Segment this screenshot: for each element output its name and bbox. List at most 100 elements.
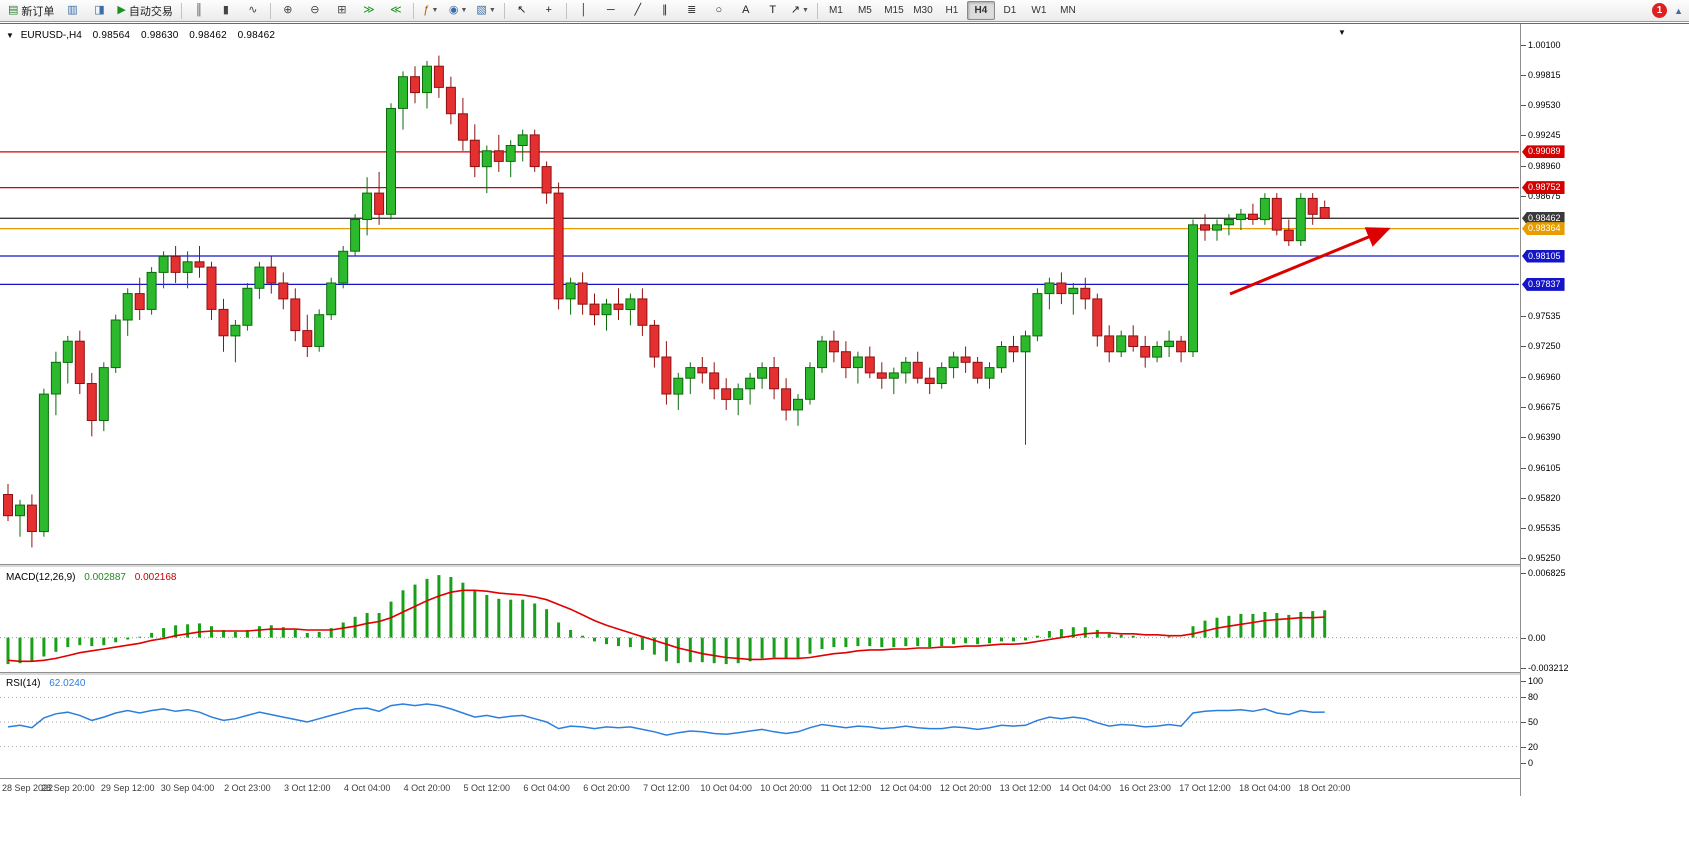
new-order-button[interactable]: ▤ 新订单 [4, 1, 58, 21]
price-tag-0.98364[interactable]: 0.98364 [1522, 222, 1565, 236]
shapes-button[interactable]: ○ [706, 1, 732, 21]
timeframe-m1-button[interactable]: M1 [828, 5, 843, 16]
price-tag-0.98105[interactable]: 0.98105 [1522, 249, 1565, 263]
time-label: 11 Oct 12:00 [820, 783, 872, 793]
profiles-button[interactable]: ◨ [86, 1, 112, 21]
candle [1247, 213, 1258, 220]
price-tag-0.98752[interactable]: 0.98752 [1522, 181, 1565, 195]
timeframe-h1-button[interactable]: H1 [945, 5, 959, 16]
price-scale[interactable]: 1.00100 0.99815 0.99530 0.99245 0.98960 0.986… [1521, 24, 1689, 859]
macd-tick-label: -0.003212 [1528, 663, 1569, 673]
timeframe-mn-button[interactable]: MN [1060, 5, 1076, 16]
templates-button[interactable]: ▧ ▼ [472, 1, 499, 21]
text-button[interactable]: A [733, 1, 759, 21]
candle [194, 261, 205, 268]
text-icon: A [742, 4, 750, 16]
scale-tick [1521, 573, 1526, 574]
macd-signal-line [7, 589, 1325, 663]
candle [314, 314, 325, 347]
indicators-button[interactable]: ƒ ▼ [418, 1, 444, 21]
time-axis[interactable]: 28 Sep 2022 28 Sep 20:00 29 Sep 12:00 30 Se… [0, 780, 1520, 797]
candle [984, 367, 995, 379]
timeframe-d1-button[interactable]: D1 [1003, 5, 1017, 16]
candlestick-chart-button[interactable]: ▮ [213, 1, 239, 21]
arrows-button[interactable]: ↗ ▼ [787, 1, 813, 21]
candle [158, 256, 169, 273]
periods-button[interactable]: ◉ ▼ [445, 1, 472, 21]
open-value: 0.98564 [92, 30, 131, 41]
candle [374, 192, 385, 215]
text-label-button[interactable]: T [760, 1, 786, 21]
chart-window-button[interactable]: ▥ [59, 1, 85, 21]
zoom-out-button[interactable]: ⊖ [302, 1, 328, 21]
price-tag-0.99089[interactable]: 0.99089 [1522, 145, 1565, 159]
scale-tick [1521, 497, 1526, 499]
time-label: 12 Oct 04:00 [879, 783, 932, 793]
candle [1200, 224, 1210, 231]
equidistant-channel-button[interactable]: ∥ [652, 1, 678, 21]
vertical-line-button[interactable]: │ [571, 1, 597, 21]
horizontal-line-icon: ─ [606, 4, 615, 16]
candle [398, 76, 408, 109]
time-label: 6 Oct 04:00 [523, 783, 570, 793]
candle [170, 256, 181, 273]
auto-scroll-icon: ≫ [363, 4, 375, 16]
candle [1259, 197, 1270, 221]
scale-tick [1521, 722, 1526, 723]
candle [936, 367, 947, 385]
trendline-button[interactable]: ╱ [625, 1, 651, 21]
price-tag-0.98462[interactable]: 0.98462 [1522, 211, 1565, 225]
symbol-period-label: EURUSD-,H4 [20, 30, 82, 41]
cursor-button[interactable]: ↖ [509, 1, 535, 21]
horizontal-line-button[interactable]: ─ [598, 1, 624, 21]
chart-corner-triangle-icon[interactable]: ▼ [1338, 28, 1346, 37]
macd-indicator-panel[interactable] [0, 569, 1519, 672]
templates-dropdown-icon[interactable]: ▼ [488, 7, 496, 14]
time-label: 5 Oct 12:00 [463, 783, 511, 793]
candle [924, 377, 935, 385]
price-tick-label: 0.98675 [1528, 190, 1561, 201]
tile-windows-button[interactable]: ⊞ [329, 1, 355, 21]
zoom-in-button[interactable]: ⊕ [275, 1, 301, 21]
line-chart-button[interactable]: ∿ [240, 1, 266, 21]
chart-shift-button[interactable]: ≪ [383, 1, 409, 21]
collapse-panel-icon[interactable]: ▼ [6, 31, 14, 40]
price-tag-0.97837[interactable]: 0.97837 [1522, 277, 1565, 291]
trend-arrow-annotation[interactable] [1229, 227, 1391, 296]
candle [1116, 335, 1127, 353]
rsi-value: 62.0240 [49, 678, 86, 689]
scale-tick [1521, 763, 1526, 764]
timeframe-m5-button[interactable]: M5 [857, 5, 872, 16]
scale-tick [1521, 105, 1526, 107]
candle [529, 134, 540, 168]
timeframe-w1-button[interactable]: W1 [1031, 5, 1047, 16]
timeframe-m15-button[interactable]: M15 [884, 5, 904, 16]
timeframe-m30-button[interactable]: M30 [913, 5, 933, 16]
price-tick-label: 0.97250 [1528, 341, 1561, 352]
time-label: 28 Sep 2022 [2, 783, 54, 793]
time-label: 13 Oct 12:00 [999, 783, 1052, 793]
zoom-out-icon: ⊖ [310, 4, 320, 16]
price-tick-label: 0.99815 [1528, 70, 1561, 81]
toolbar-overflow-icon[interactable]: ▲ [1674, 5, 1683, 16]
toolbar-separator [503, 2, 505, 19]
rsi-header: RSI(14) 62.0240 [6, 678, 85, 689]
scale-tick [1521, 346, 1526, 348]
time-label: 28 Sep 20:00 [41, 783, 95, 793]
rsi-indicator-panel[interactable] [0, 675, 1519, 778]
crosshair-button[interactable]: + [536, 1, 562, 21]
arrows-dropdown-icon[interactable]: ▼ [801, 7, 809, 14]
autotrading-button[interactable]: ▶ 自动交易 [113, 1, 176, 21]
indicators-dropdown-icon[interactable]: ▼ [431, 7, 439, 14]
bar-chart-button[interactable]: ║ [186, 1, 212, 21]
fibonacci-button[interactable]: ≣ [679, 1, 705, 21]
candle [948, 356, 959, 369]
auto-scroll-button[interactable]: ≫ [356, 1, 382, 21]
price-chart[interactable] [0, 26, 1519, 564]
timeframe-h4-button[interactable]: H4 [966, 1, 995, 20]
candle [86, 383, 97, 421]
notifications-badge[interactable]: 1 [1652, 3, 1668, 18]
periods-dropdown-icon[interactable]: ▼ [460, 7, 468, 14]
panel-separator[interactable] [0, 564, 1689, 568]
